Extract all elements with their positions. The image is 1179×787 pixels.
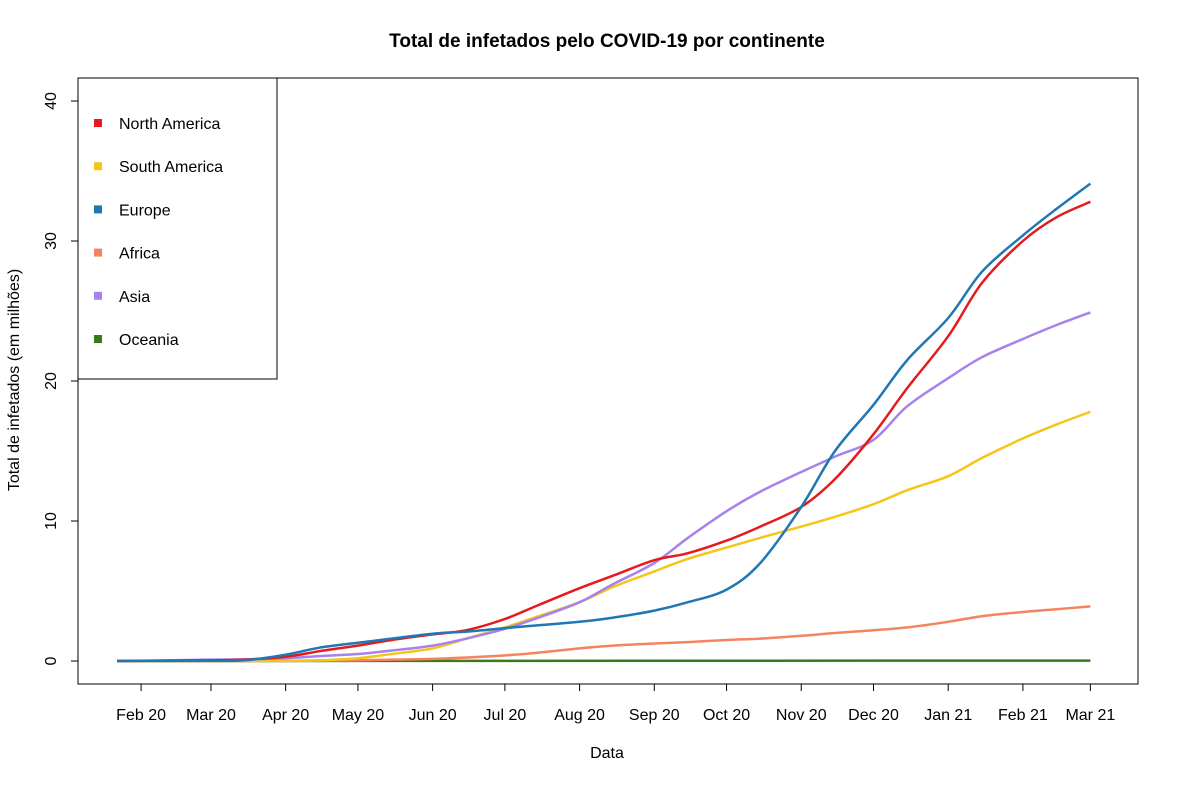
x-tick-label: Nov 20 bbox=[776, 707, 827, 724]
x-axis: Feb 20 Mar 20 Apr 20 May 20 Jun 20 Jul 20 Aug … bbox=[116, 684, 1115, 724]
legend-label-asia: Asia bbox=[119, 289, 150, 306]
legend-swatch-africa bbox=[94, 249, 102, 257]
x-tick-label: Aug 20 bbox=[554, 707, 605, 724]
x-tick-label: Sep 20 bbox=[629, 707, 680, 724]
x-tick-label: Dec 20 bbox=[848, 707, 899, 724]
x-tick-label: Mar 21 bbox=[1065, 707, 1115, 724]
y-axis: 0 10 20 30 40 bbox=[43, 92, 78, 665]
legend-label-oceania: Oceania bbox=[119, 332, 179, 349]
legend-swatch-south-america bbox=[94, 162, 102, 170]
y-tick-label: 40 bbox=[43, 92, 60, 110]
x-tick-label: May 20 bbox=[332, 707, 385, 724]
y-tick-label: 0 bbox=[43, 656, 60, 665]
legend-swatch-oceania bbox=[94, 335, 102, 343]
x-tick-label: Jan 21 bbox=[924, 707, 972, 724]
legend-label-south-america: South America bbox=[119, 159, 223, 176]
legend-label-europe: Europe bbox=[119, 202, 171, 219]
x-tick-label: Jun 20 bbox=[409, 707, 457, 724]
legend-label-north-america: North America bbox=[119, 116, 220, 133]
y-axis-label: Total de infetados (em milhões) bbox=[6, 269, 23, 491]
legend-label-africa: Africa bbox=[119, 246, 160, 263]
x-tick-label: Oct 20 bbox=[703, 707, 750, 724]
chart-title: Total de infetados pelo COVID-19 por con… bbox=[389, 31, 825, 52]
x-tick-label: Apr 20 bbox=[262, 707, 309, 724]
legend-swatch-europe bbox=[94, 205, 102, 213]
legend: North America South America Europe Africa As… bbox=[78, 78, 277, 379]
x-tick-label: Feb 20 bbox=[116, 707, 166, 724]
x-tick-label: Feb 21 bbox=[998, 707, 1048, 724]
legend-swatch-north-america bbox=[94, 119, 102, 127]
x-axis-label: Data bbox=[590, 745, 624, 762]
x-tick-label: Mar 20 bbox=[186, 707, 236, 724]
legend-swatch-asia bbox=[94, 292, 102, 300]
y-tick-label: 20 bbox=[43, 372, 60, 390]
y-tick-label: 30 bbox=[43, 232, 60, 250]
y-tick-label: 10 bbox=[43, 512, 60, 530]
x-tick-label: Jul 20 bbox=[484, 707, 527, 724]
series-line-africa bbox=[117, 606, 1090, 661]
